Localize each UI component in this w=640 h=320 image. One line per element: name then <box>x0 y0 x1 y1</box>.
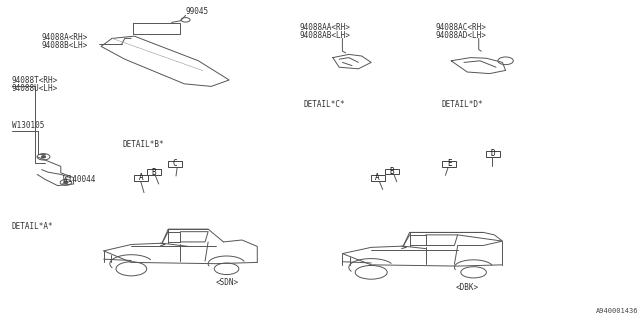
Text: 94088T<RH>: 94088T<RH> <box>12 76 58 85</box>
Text: DETAIL*C*: DETAIL*C* <box>304 100 346 109</box>
Text: W130105: W130105 <box>12 121 44 130</box>
Text: W140044: W140044 <box>63 175 95 184</box>
FancyBboxPatch shape <box>371 175 385 180</box>
Text: 94088AB<LH>: 94088AB<LH> <box>300 31 350 40</box>
FancyBboxPatch shape <box>486 151 500 156</box>
Text: DETAIL*B*: DETAIL*B* <box>123 140 164 149</box>
Text: A940001436: A940001436 <box>596 308 639 314</box>
Text: A: A <box>375 173 380 182</box>
Text: B: B <box>151 168 156 177</box>
Text: B: B <box>389 167 394 176</box>
Text: <DBK>: <DBK> <box>456 283 479 292</box>
FancyBboxPatch shape <box>147 169 161 175</box>
Text: 94088AC<RH>: 94088AC<RH> <box>435 23 486 32</box>
Text: E: E <box>447 159 452 168</box>
Text: 94088AA<RH>: 94088AA<RH> <box>300 23 350 32</box>
Text: 94088U<LH>: 94088U<LH> <box>12 84 58 93</box>
Text: 94088AD<LH>: 94088AD<LH> <box>435 31 486 40</box>
Text: <SDN>: <SDN> <box>216 278 239 287</box>
FancyBboxPatch shape <box>134 175 148 180</box>
Text: D: D <box>490 149 495 158</box>
FancyBboxPatch shape <box>442 161 456 167</box>
Text: DETAIL*A*: DETAIL*A* <box>12 222 53 231</box>
Text: DETAIL*D*: DETAIL*D* <box>442 100 483 109</box>
Text: C: C <box>172 159 177 168</box>
Text: A: A <box>138 173 143 182</box>
FancyBboxPatch shape <box>385 169 399 174</box>
Circle shape <box>64 181 68 183</box>
FancyBboxPatch shape <box>168 161 182 167</box>
Circle shape <box>42 156 45 158</box>
Text: 94088B<LH>: 94088B<LH> <box>42 41 88 50</box>
Text: 99045: 99045 <box>186 7 209 16</box>
Text: 94088A<RH>: 94088A<RH> <box>42 33 88 42</box>
